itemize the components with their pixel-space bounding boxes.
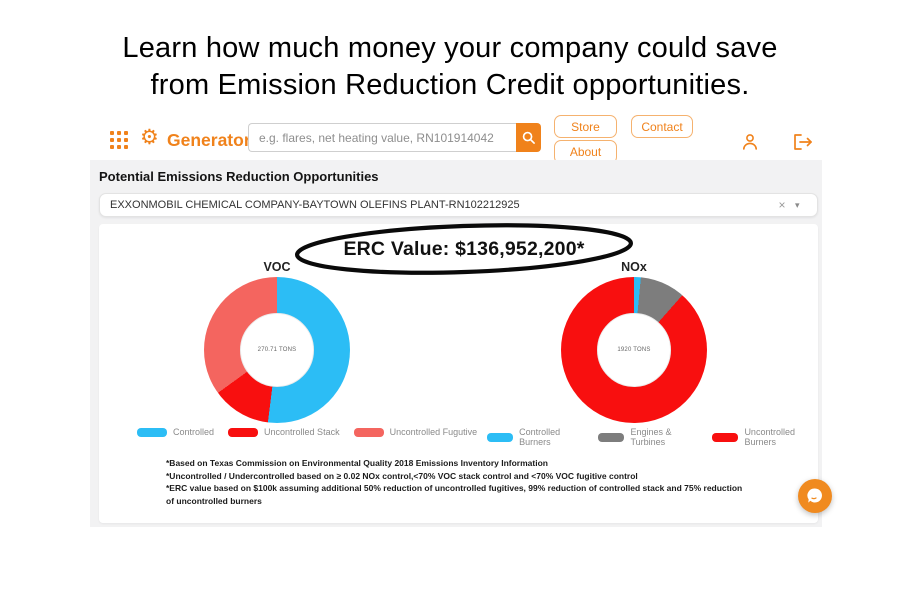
donut-hole: 270.71 TONS (240, 313, 314, 387)
hand-drawn-ellipse (294, 223, 634, 275)
legend-nox: Controlled Burners Engines & Turbines Unco… (487, 427, 818, 447)
hero-line-2: from Emission Reduction Credit opportuni… (150, 69, 750, 101)
legend-item[interactable]: Uncontrolled Stack (228, 427, 340, 437)
legend-swatch (712, 432, 739, 442)
legend-swatch (487, 432, 514, 442)
footnote-2: *Uncontrolled / Undercontrolled based on… (166, 470, 638, 481)
search-icon (522, 131, 535, 144)
contact-button[interactable]: Contact (631, 115, 693, 138)
brand-name: Generator (167, 130, 251, 150)
legend-item[interactable]: Engines & Turbines (598, 427, 698, 447)
legend-label: Uncontrolled Burners (744, 427, 795, 447)
search-button[interactable] (516, 123, 541, 152)
legend-label: Controlled Burners (519, 427, 561, 447)
legend-item[interactable]: Controlled Burners (487, 427, 584, 447)
legend-swatch (598, 432, 625, 442)
footnote-3: *ERC value based on $100k assuming addit… (166, 483, 743, 506)
store-button[interactable]: Store (554, 115, 617, 138)
donut-center-label-voc: 270.71 TONS (257, 347, 297, 353)
donut-hole: 1920 TONS (597, 313, 671, 387)
legend-swatch (137, 427, 167, 437)
chart-title-nox: NOx (621, 260, 647, 274)
legend-label: Uncontrolled Stack (264, 427, 340, 437)
user-icon (743, 134, 757, 150)
chat-bubble-icon (807, 488, 822, 503)
footnote-1: *Based on Texas Commission on Environmen… (166, 458, 548, 468)
legend-swatch (228, 427, 259, 437)
generator-gear-icon: ⚙ (140, 126, 159, 149)
erc-value-annotation: ERC Value: $136,952,200* (289, 220, 639, 278)
donut-nox[interactable]: 1920 TONS (561, 277, 707, 423)
section-title: Potential Emissions Reduction Opportunit… (99, 169, 379, 184)
legend-item[interactable]: Controlled (137, 427, 214, 437)
facility-select[interactable]: EXXONMOBIL CHEMICAL COMPANY-BAYTOWN OLEF… (99, 193, 818, 217)
nox-donut-chart: NOx 1920 TONS (561, 260, 707, 423)
legend-item[interactable]: Uncontrolled Burners (712, 427, 818, 447)
logout-icon (794, 134, 812, 150)
voc-donut-chart: VOC 270.71 TONS (204, 260, 350, 423)
legend-label: Uncontrolled Fugutive (389, 427, 478, 437)
logout-button[interactable] (792, 133, 814, 151)
search-bar (248, 123, 541, 152)
content-area: Potential Emissions Reduction Opportunit… (90, 160, 822, 527)
chevron-down-icon[interactable]: ▾ (795, 200, 800, 210)
donut-voc[interactable]: 270.71 TONS (204, 277, 350, 423)
hero-line-1: Learn how much money your company could … (122, 32, 778, 64)
legend-label: Engines & Turbines (630, 427, 672, 447)
legend-label: Controlled (173, 427, 215, 437)
erc-value-text: ERC Value: $136,952,200* (343, 237, 585, 260)
user-account-button[interactable] (740, 132, 760, 152)
hero-heading: Learn how much money your company could … (0, 30, 900, 104)
donut-center-label-nox: 1920 TONS (617, 347, 651, 353)
footnotes: *Based on Texas Commission on Environmen… (166, 457, 744, 507)
legend-swatch (353, 427, 384, 437)
chat-widget-button[interactable] (798, 479, 832, 513)
app-header: ⚙ Generator Store About Contact (90, 110, 900, 164)
chart-title-voc: VOC (263, 260, 291, 274)
legend-item[interactable]: Uncontrolled Fugutive (353, 427, 478, 437)
clear-selection-icon[interactable]: × (778, 198, 786, 212)
charts-panel: ERC Value: $136,952,200* VOC 270.71 TONS… (99, 223, 818, 523)
apps-grid-icon[interactable] (110, 131, 128, 149)
facility-select-value: EXXONMOBIL CHEMICAL COMPANY-BAYTOWN OLEF… (110, 199, 520, 211)
search-input[interactable] (248, 123, 516, 152)
legend-voc: Controlled Uncontrolled Stack Uncontrolled… (137, 427, 477, 437)
